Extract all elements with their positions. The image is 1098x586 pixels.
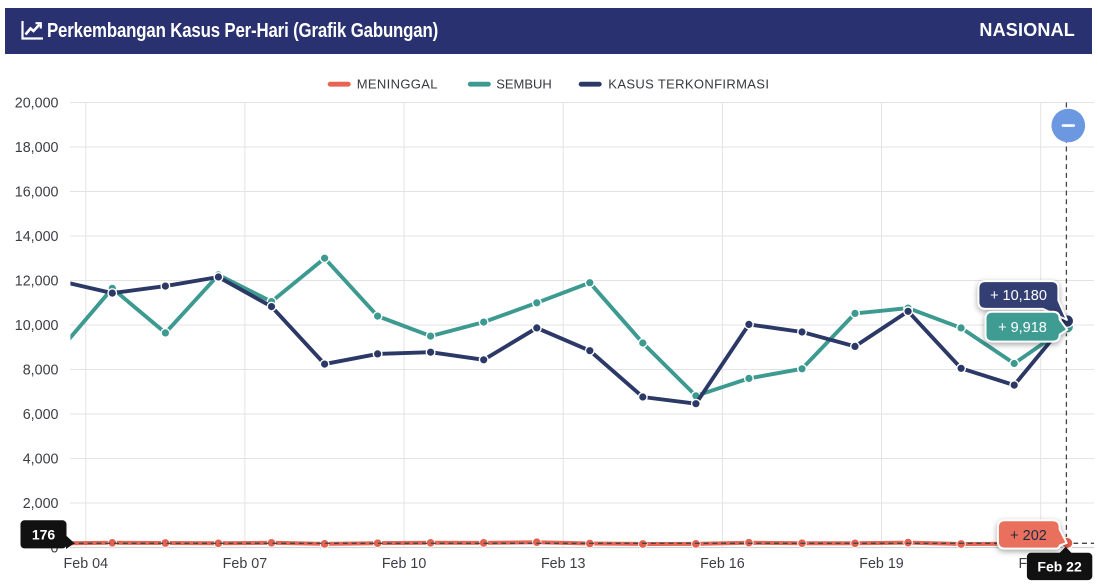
svg-text:Feb 22: Feb 22 [1037,559,1082,575]
svg-text:14,000: 14,000 [15,229,59,245]
svg-text:16,000: 16,000 [15,185,59,201]
svg-text:0: 0 [51,541,59,557]
svg-text:4,000: 4,000 [23,452,59,468]
svg-text:12,000: 12,000 [15,274,59,290]
svg-text:MENINGGAL: MENINGGAL [357,77,438,92]
svg-text:Feb 13: Feb 13 [541,556,586,572]
svg-text:Feb 16: Feb 16 [700,556,745,572]
svg-text:Feb 07: Feb 07 [223,556,268,572]
svg-text:SEMBUH: SEMBUH [496,77,552,92]
svg-text:20,000: 20,000 [15,96,59,112]
svg-text:Feb 19: Feb 19 [859,556,904,572]
svg-text:KASUS TERKONFIRMASI: KASUS TERKONFIRMASI [608,77,769,92]
svg-text:+ 9,918: + 9,918 [998,320,1047,336]
svg-text:18,000: 18,000 [15,140,59,156]
svg-text:6,000: 6,000 [23,407,59,423]
svg-text:Feb 04: Feb 04 [64,556,109,572]
svg-text:2,000: 2,000 [23,496,59,512]
svg-text:+ 10,180: + 10,180 [990,288,1047,304]
svg-text:10,000: 10,000 [15,318,59,334]
svg-text:176: 176 [32,527,56,543]
svg-text:Feb 10: Feb 10 [382,556,427,572]
svg-text:+ 202: + 202 [1010,528,1047,544]
svg-text:8,000: 8,000 [23,363,59,379]
